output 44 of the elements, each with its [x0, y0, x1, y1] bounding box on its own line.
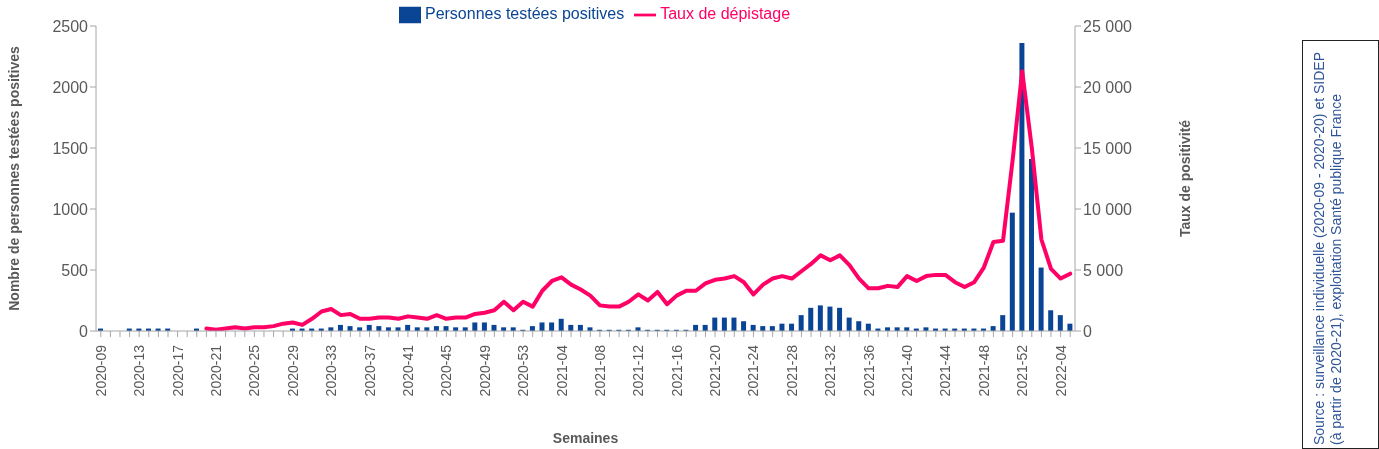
x-tick-label: 2021-48: [975, 344, 992, 397]
x-tick-label: 2021-08: [591, 344, 608, 397]
x-tick-label: 2021-36: [860, 344, 877, 397]
y-tick-label: 0: [79, 322, 89, 340]
x-tick-label: 2020-53: [515, 344, 532, 397]
y2-axis-title: Taux de positivité: [1176, 119, 1193, 238]
y-axis-title: Nombre de personnes testées positives: [5, 46, 22, 311]
x-tick-label: 2020-45: [438, 344, 455, 397]
x-tick-label: 2020-41: [399, 344, 416, 397]
x-tick-label: 2020-25: [246, 344, 263, 397]
y2-tick-label: 5 000: [1083, 261, 1124, 279]
x-tick-label: 2020-13: [131, 344, 148, 397]
x-tick-label: 2021-52: [1014, 344, 1031, 397]
y-tick-label: 500: [61, 261, 89, 279]
legend-label: Taux de dépistage: [660, 5, 791, 23]
x-tick-label: 2021-20: [707, 344, 724, 397]
x-tick-label: 2021-16: [668, 344, 685, 397]
y2-tick-label: 25 000: [1083, 17, 1133, 35]
x-tick-label: 2021-04: [553, 344, 570, 397]
x-tick-label: 2021-28: [783, 344, 800, 397]
source-note: Source : surveillance individuelle (2020-09 - 2020-20) et SIDEP (à partir de 2020-21), exploitation Santé publique France: [1310, 50, 1345, 445]
y-tick-label: 1500: [52, 139, 89, 157]
x-tick-label: 2020-49: [476, 344, 493, 397]
x-tick-label: 2020-17: [169, 344, 186, 397]
x-tick-label: 2022-04: [1052, 344, 1069, 397]
x-tick-label: 2021-32: [822, 344, 839, 397]
x-tick-label: 2021-40: [899, 344, 916, 397]
y-tick-label: 1000: [52, 200, 89, 218]
legend-label: Personnes testées positives: [424, 5, 625, 23]
x-tick-label: 2021-24: [745, 344, 762, 397]
y2-tick-label: 20 000: [1083, 78, 1133, 96]
x-tick-label: 2020-37: [361, 344, 378, 397]
x-axis-title: Semaines: [552, 430, 619, 446]
x-tick-label: 2021-12: [630, 344, 647, 397]
x-tick-label: 2021-44: [937, 344, 954, 397]
y2-tick-label: 0: [1083, 322, 1092, 340]
x-tick-label: 2020-21: [207, 344, 224, 397]
y-tick-label: 2500: [52, 17, 89, 35]
x-tick-label: 2020-09: [92, 344, 109, 397]
x-tick-label: 2020-29: [284, 344, 301, 397]
y2-tick-label: 10 000: [1083, 200, 1133, 218]
x-tick-label: 2020-33: [323, 344, 340, 397]
y2-tick-label: 15 000: [1083, 139, 1133, 157]
y-tick-label: 2000: [52, 78, 89, 96]
